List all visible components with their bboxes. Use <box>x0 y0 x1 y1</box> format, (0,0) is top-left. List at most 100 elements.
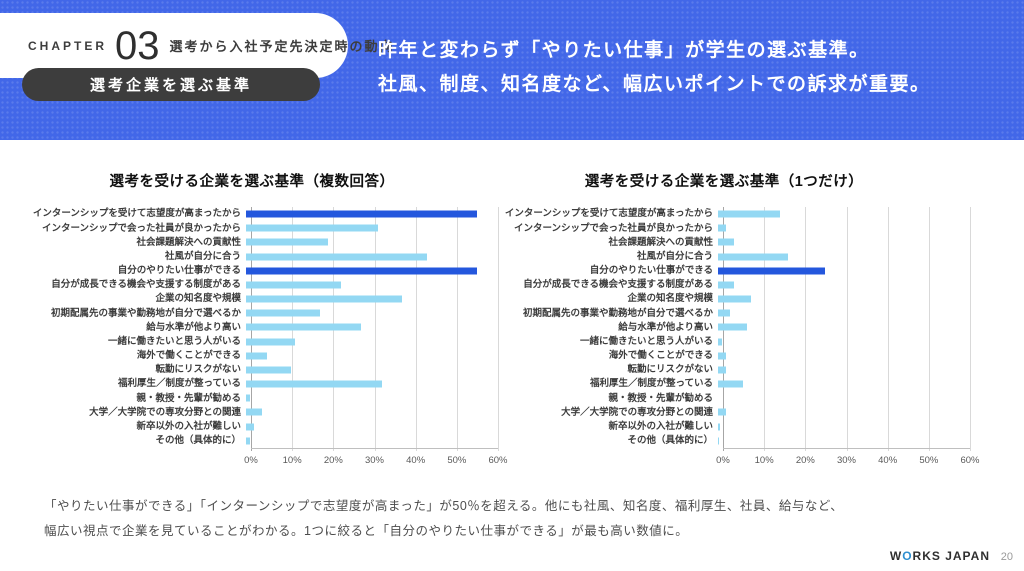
bar-track <box>246 320 493 334</box>
category-label: 転勤にリスクがない <box>155 364 241 376</box>
gridline <box>498 207 499 451</box>
x-tick-label: 60% <box>960 455 980 466</box>
bar-track <box>718 434 965 448</box>
gridline <box>456 207 458 451</box>
bar <box>246 210 477 218</box>
bar-row: 企業の知名度や規模 <box>2 292 502 306</box>
summary-note-line-2: 幅広い視点で企業を見ていることがわかる。1つに絞ると「自分のやりたい仕事ができる… <box>44 524 689 538</box>
bar-track <box>246 235 493 249</box>
bar <box>718 380 743 388</box>
bar-track <box>718 377 965 391</box>
category-label: インターンシップで会った社員が良かったから <box>41 222 241 234</box>
bar-track <box>246 377 493 391</box>
bar <box>246 224 378 232</box>
bar-track <box>718 363 965 377</box>
bar-track <box>246 363 493 377</box>
category-label: 一緒に働きたいと思う人がいる <box>579 335 713 347</box>
bar-row: 初期配属先の事業や勤務地が自分で選べるか <box>2 306 502 320</box>
bar-track <box>718 349 965 363</box>
chart-single-answer: 選考を受ける企業を選ぶ基準（1つだけ） インターンシップを受けて志望度が高まった… <box>474 170 980 471</box>
chapter-subtitle: 選考から入社予定先決定時の動向 <box>169 39 395 54</box>
logo-text: W <box>889 549 903 563</box>
chapter-card: CHAPTER 03 選考から入社予定先決定時の動向 <box>0 13 393 78</box>
headline-line-2: 社風、制度、知名度など、幅広いポイントでの訴求が重要。 <box>378 74 931 95</box>
bar-row: 企業の知名度や規模 <box>474 292 974 306</box>
bar-track <box>718 405 965 419</box>
x-tick-label: 20% <box>323 455 343 466</box>
bar <box>246 295 403 303</box>
summary-note: 「やりたい仕事ができる」「インターンシップで志望度が高まった」が50％を超える。… <box>44 494 843 544</box>
gridline <box>764 207 766 451</box>
category-label: 大学／大学院での専攻分野との関連 <box>561 406 713 418</box>
bar-track <box>246 335 493 349</box>
chart-title: 選考を受ける企業を選ぶ基準（複数回答） <box>109 174 395 190</box>
chart-multiple-answer: 選考を受ける企業を選ぶ基準（複数回答） インターンシップを受けて志望度が高まった… <box>2 170 508 471</box>
chart-rows: インターンシップを受けて志望度が高まったからインターンシップで会った社員が良かっ… <box>474 207 974 448</box>
bar <box>718 437 720 445</box>
bar-row: その他（具体的に） <box>2 434 502 448</box>
category-label: 社風が自分に合う <box>164 250 241 262</box>
bar-row: 海外で働くことができる <box>2 349 502 363</box>
bar-track <box>718 250 965 264</box>
chart-plot-area: インターンシップを受けて志望度が高まったから インターンシップで会った社員が良かっ… <box>2 207 502 451</box>
bar <box>718 281 735 289</box>
bar-track <box>246 306 493 320</box>
bar-track <box>718 264 965 278</box>
bar-row: インターンシップで会った社員が良かったから <box>474 221 974 235</box>
bar-track <box>246 250 493 264</box>
category-label: 自分が成長できる機会や支援する制度がある <box>51 279 241 291</box>
bar-row: 海外で働くことができる <box>474 349 974 363</box>
bar-track <box>246 349 493 363</box>
category-label: インターンシップで会った社員が良かったから <box>513 222 713 234</box>
bar-row: その他（具体的に） <box>474 434 974 448</box>
bar-row: 自分のやりたい仕事ができる <box>474 264 974 278</box>
x-axis: 0% 10% 20% 30% 40% 50% 60% <box>244 455 507 471</box>
bar-track <box>718 306 965 320</box>
bar-row: 福利厚生／制度が整っている <box>2 377 502 391</box>
bar-row: 初期配属先の事業や勤務地が自分で選べるか <box>474 306 974 320</box>
summary-note-line-1: 「やりたい仕事ができる」「インターンシップで志望度が高まった」が50％を超える。… <box>44 499 844 513</box>
headline-line-1: 昨年と変わらず「やりたい仕事」が学生の選ぶ基準。 <box>378 40 870 61</box>
x-axis: 0% 10% 20% 30% 40% 50% 60% <box>716 455 979 471</box>
bar <box>246 238 329 246</box>
category-label: 一緒に働きたいと思う人がいる <box>107 335 241 347</box>
category-label: 給与水準が他より高い <box>146 321 241 333</box>
category-label: 自分が成長できる機会や支援する制度がある <box>523 279 713 291</box>
x-tick-label: 0% <box>716 455 730 466</box>
x-tick-label: 30% <box>836 455 857 466</box>
gridline <box>970 207 971 451</box>
bar-track <box>718 278 965 292</box>
x-axis-line <box>251 448 498 449</box>
x-tick-label: 10% <box>282 455 302 466</box>
bar <box>246 309 321 317</box>
bar <box>718 253 788 261</box>
gridline <box>887 207 889 451</box>
bar-row: インターンシップで会った社員が良かったから <box>2 221 502 235</box>
category-label: 企業の知名度や規模 <box>155 293 241 305</box>
chart-rows: インターンシップを受けて志望度が高まったから インターンシップで会った社員が良かっ… <box>2 207 502 448</box>
bar <box>718 352 727 360</box>
bar <box>246 281 341 289</box>
x-tick-label: 0% <box>244 455 258 466</box>
bar-track <box>718 207 965 221</box>
category-label: 新卒以外の入社が難しい <box>136 420 241 432</box>
bar-row: 親・教授・先輩が勧める <box>2 391 502 405</box>
bar-row: 自分のやりたい仕事ができる <box>2 264 502 278</box>
bar <box>246 352 267 360</box>
category-label: 自分のやりたい仕事ができる <box>117 265 241 277</box>
bar-row: 転勤にリスクがない <box>2 363 502 377</box>
bar-track <box>246 391 493 405</box>
x-tick-label: 10% <box>754 455 774 466</box>
x-tick-label: 40% <box>406 455 426 466</box>
gridline <box>846 207 848 451</box>
bar-track <box>246 207 493 221</box>
logo-text: RKS JAPAN <box>912 549 990 563</box>
section-title-pill: 選考企業を選ぶ基準 <box>22 68 320 101</box>
bar-track <box>718 320 965 334</box>
category-label: インターンシップを受けて志望度が高まったから <box>504 208 713 220</box>
gridline <box>415 207 417 451</box>
bar-row: 大学／大学院での専攻分野との関連 <box>474 405 974 419</box>
bar-track <box>718 235 965 249</box>
category-label: 福利厚生／制度が整っている <box>589 378 713 390</box>
category-label: 初期配属先の事業や勤務地が自分で選べるか <box>50 307 241 319</box>
